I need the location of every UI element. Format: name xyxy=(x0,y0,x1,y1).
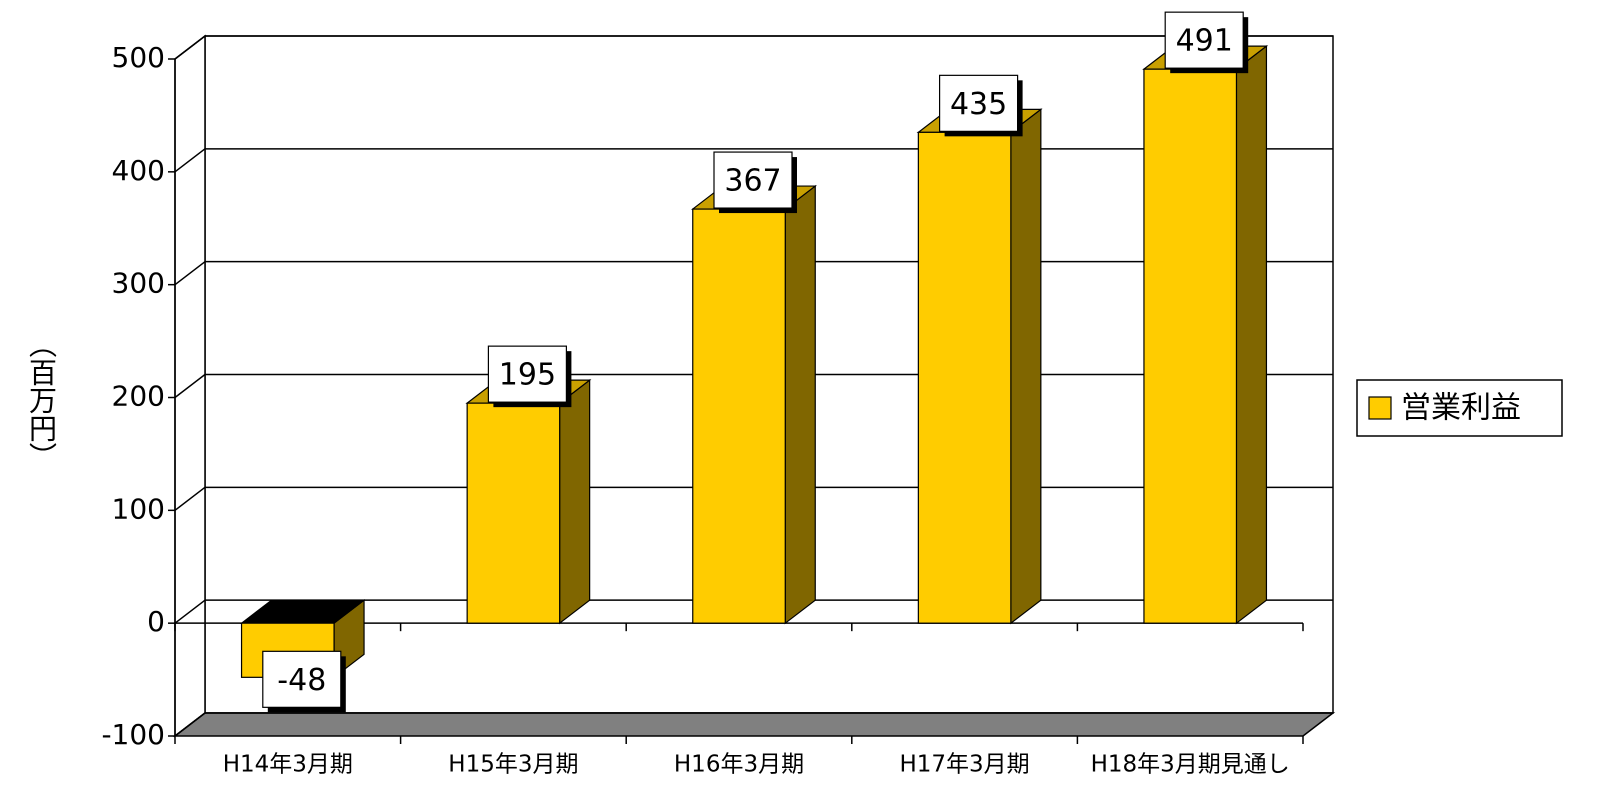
bar-front xyxy=(466,402,561,624)
x-tick-label: H16年3月期 xyxy=(674,752,804,778)
x-tick-label: H14年3月期 xyxy=(223,752,353,778)
bar-side xyxy=(784,184,816,625)
x-tick-label: H17年3月期 xyxy=(899,752,1029,778)
x-tick-label: H15年3月期 xyxy=(448,752,578,778)
x-tick-label: H18年3月期見通し xyxy=(1091,752,1290,778)
y-tick-label: 100 xyxy=(112,492,165,525)
grid-line xyxy=(174,486,206,511)
legend-swatch xyxy=(1368,396,1392,420)
bar-front xyxy=(917,131,1012,624)
data-label: 195 xyxy=(499,358,556,393)
y-tick-label: 200 xyxy=(112,380,165,413)
y-axis-label: （百万円） xyxy=(25,330,58,470)
data-label: 491 xyxy=(1176,24,1233,59)
grid-line xyxy=(174,35,206,60)
data-label: 435 xyxy=(950,87,1007,122)
label-box xyxy=(1164,11,1244,69)
grid-line xyxy=(174,373,206,399)
label-box xyxy=(487,345,567,403)
y-tick-label: 0 xyxy=(147,605,165,638)
bar-front xyxy=(692,208,786,624)
grid-line xyxy=(174,712,206,737)
bar xyxy=(465,378,592,625)
bar-side xyxy=(1235,44,1268,625)
label-box xyxy=(938,74,1019,132)
bar xyxy=(239,598,366,679)
grid-line xyxy=(174,599,206,624)
floor xyxy=(172,712,1336,737)
y-tick-label: -100 xyxy=(101,718,165,751)
legend: 営業利益 xyxy=(1356,379,1563,437)
bar xyxy=(916,108,1043,625)
y-tick-label: 400 xyxy=(112,154,165,187)
grid-line xyxy=(174,148,206,173)
label-box xyxy=(262,650,342,708)
legend-label: 営業利益 xyxy=(1401,391,1521,426)
bar xyxy=(1142,44,1269,625)
data-label: -48 xyxy=(277,663,326,698)
data-label: 367 xyxy=(724,164,781,199)
bar xyxy=(690,184,818,625)
bar-side xyxy=(559,378,591,625)
y-tick-label: 300 xyxy=(112,267,165,300)
grid-line xyxy=(174,261,206,286)
bar-side xyxy=(1010,108,1042,625)
y-tick-label: 500 xyxy=(112,41,165,74)
label-box xyxy=(713,151,793,209)
bar-front xyxy=(1143,68,1238,624)
